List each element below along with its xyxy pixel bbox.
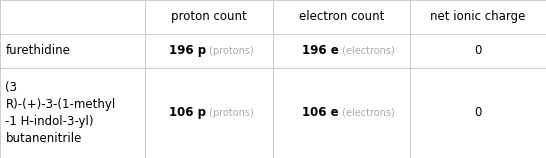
Text: (protons): (protons) [206,108,254,118]
Text: net ionic charge: net ionic charge [430,10,525,24]
Text: 0: 0 [474,44,482,58]
Text: 106 e: 106 e [302,106,339,119]
Text: (3
R)-(+)-3-(1-methyl
-1 H-indol-3-yl)
butanenitrile: (3 R)-(+)-3-(1-methyl -1 H-indol-3-yl) b… [5,81,116,145]
Text: proton count: proton count [171,10,247,24]
Text: (electrons): (electrons) [339,108,394,118]
Text: (protons): (protons) [206,46,254,56]
Text: 196 e: 196 e [302,44,339,58]
Text: 196 p: 196 p [169,44,206,58]
Text: 0: 0 [474,106,482,119]
Text: electron count: electron count [299,10,384,24]
Text: furethidine: furethidine [5,44,70,58]
Text: 106 p: 106 p [169,106,206,119]
Text: (electrons): (electrons) [339,46,394,56]
